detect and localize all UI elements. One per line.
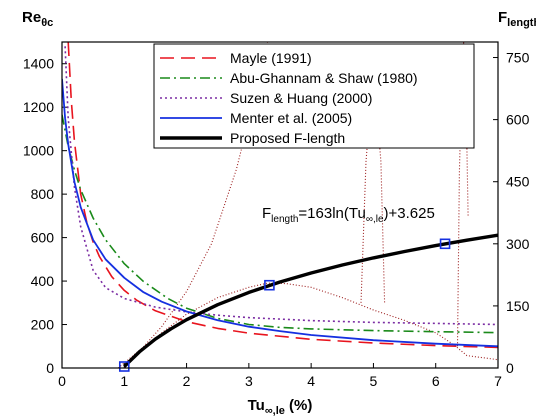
legend-label: Abu-Ghannam & Shaw (1980) (230, 70, 418, 86)
x-tick-label: 4 (307, 373, 315, 389)
y-left-axis-title: Reθc (22, 9, 53, 29)
y-right-axis-title: Flength (498, 9, 536, 29)
x-tick-label: 3 (245, 373, 253, 389)
x-tick-label: 6 (432, 373, 440, 389)
legend-label: Suzen & Huang (2000) (230, 90, 372, 106)
series-line (123, 233, 498, 368)
y-right-tick-label: 450 (506, 174, 530, 190)
y-left-tick-label: 1400 (23, 56, 54, 72)
y-right-title-sub: length (507, 17, 536, 29)
x-title-main: Tu (248, 397, 265, 414)
y-right-tick-label: 150 (506, 298, 530, 314)
y-right-tick-label: 750 (506, 50, 530, 66)
y-left-title-sub: θc (41, 17, 53, 29)
x-title-unit: (%) (285, 397, 313, 414)
y-right-ticks: 0 150 300 450 600 750 (493, 50, 530, 376)
formula-prefix-sub: length (271, 214, 298, 225)
marker-layer (118, 238, 451, 372)
y-left-tick-label: 400 (31, 273, 55, 289)
y-left-tick-label: 200 (31, 317, 55, 333)
series-line (67, 42, 498, 349)
data-point-marker (439, 238, 451, 250)
formula-mid-sub: ∞,le (366, 214, 384, 225)
y-left-title-main: Re (22, 9, 41, 26)
x-title-sub: ∞,le (265, 405, 285, 417)
x-tick-label: 2 (183, 373, 191, 389)
y-right-tick-label: 300 (506, 236, 530, 252)
x-tick-label: 7 (494, 373, 502, 389)
legend-label: Mayle (1991) (230, 50, 312, 66)
y-left-tick-label: 1200 (23, 99, 54, 115)
x-tick-label: 1 (120, 373, 128, 389)
legend-box (153, 43, 475, 149)
x-tick-label: 5 (370, 373, 378, 389)
y-left-tick-label: 1000 (23, 143, 54, 159)
y-right-title-main: F (498, 9, 507, 26)
formula-prefix: F (262, 205, 271, 222)
plot-frame (61, 41, 499, 369)
series-line (64, 46, 498, 326)
formula-annotation: Flength=163ln(Tu∞,le)+3.625 (262, 205, 435, 225)
data-point-marker (264, 279, 275, 291)
y-left-tick-label: 0 (46, 360, 54, 376)
auxiliary-line (123, 282, 498, 368)
x-tick-label: 0 (58, 373, 66, 389)
legend-label: Proposed F-length (230, 130, 345, 146)
y-left-tick-label: 600 (31, 230, 55, 246)
series-line (62, 114, 498, 334)
formula-suffix: )+3.625 (384, 205, 435, 222)
y-right-tick-label: 0 (506, 360, 514, 376)
y-left-ticks: 0 200 400 600 800 1000 1200 1400 (23, 56, 67, 376)
legend-items: Mayle (1991) Abu-Ghannam & Shaw (1980) Suz… (160, 50, 418, 146)
series-line (62, 78, 498, 348)
formula-mid: =163ln(Tu (298, 205, 365, 222)
legend-label: Menter et al. (2005) (230, 110, 352, 126)
x-axis-title: Tu∞,le (%) (248, 397, 313, 417)
legend: Mayle (1991) Abu-Ghannam & Shaw (1980) Suz… (153, 43, 475, 149)
y-left-tick-label: 800 (31, 186, 55, 202)
auxiliary-line (360, 94, 386, 303)
data-point-marker (118, 361, 130, 372)
y-right-tick-label: 600 (506, 112, 530, 128)
